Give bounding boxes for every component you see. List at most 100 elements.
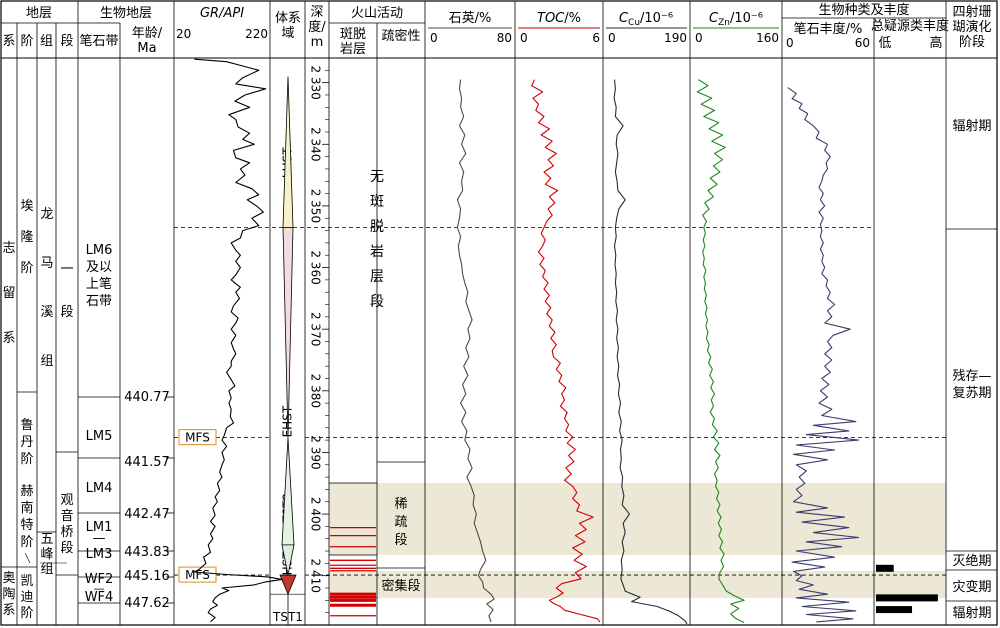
zn-tick-max: 160 xyxy=(756,31,779,45)
zn-curve xyxy=(696,79,745,624)
zn-tick-min: 0 xyxy=(695,31,703,45)
quartz-curve xyxy=(456,79,495,623)
header-line-part: 斑脱 xyxy=(340,27,366,42)
vertical-char: 阶 xyxy=(20,535,33,550)
header-strat-group: 地层 xyxy=(26,6,52,21)
header-line-part: 深 xyxy=(310,5,323,20)
header-line-part: 域 xyxy=(281,26,294,41)
depth-label: 2 340 xyxy=(309,127,323,161)
vertical-char: 鲁 xyxy=(20,418,33,433)
vertical-char: 桥 xyxy=(60,525,73,540)
zone-wf4: WF4 xyxy=(85,590,114,605)
reef-extinction: 灭绝期 xyxy=(952,553,991,569)
header-line-part: 度/ xyxy=(308,19,326,35)
header-tuff: 斑脱岩层 xyxy=(340,27,366,57)
vertical-char: 隆 xyxy=(20,230,33,245)
vertical-char: 疏 xyxy=(394,515,407,530)
age-label: 443.83 xyxy=(124,545,170,560)
header-age: 年龄/Ma xyxy=(132,26,163,56)
toc-tick-max: 6 xyxy=(592,31,600,45)
header-systems-tract: 体系域 xyxy=(275,11,301,41)
depth-label: 2 400 xyxy=(309,497,323,531)
vertical-char: 峰 xyxy=(40,547,53,562)
vertical-char: 斑 xyxy=(370,194,384,210)
reef-radiation-2: 辐射期 xyxy=(952,605,991,621)
zone-lm4: LM4 xyxy=(86,481,113,496)
acritarch-bar xyxy=(876,594,938,602)
tract-tst1: TST1 xyxy=(272,610,303,624)
age-label: 445.16 xyxy=(124,569,170,584)
sparse-label: 稀疏段 xyxy=(394,497,407,548)
depth-label: 2 390 xyxy=(309,435,323,469)
mfs-label: MFS xyxy=(185,568,210,582)
vertical-char: 层 xyxy=(370,269,384,285)
reef-crisis: 灾变期 xyxy=(952,579,991,595)
vertical-char: 丹 xyxy=(20,435,33,450)
stage-rhuddanian: 鲁丹阶 xyxy=(20,418,33,467)
dense-tuff-band xyxy=(329,571,946,598)
zn-subscript: Zn xyxy=(718,18,730,28)
header-tuff-density: 疏密性 xyxy=(381,28,420,44)
acritarch-bar xyxy=(876,606,913,614)
acritarch-bar xyxy=(876,564,894,572)
zn-unit: /10⁻⁶ xyxy=(730,11,763,26)
graptolite-curve xyxy=(787,87,860,623)
header-toc: TOC/% xyxy=(537,11,581,26)
vertical-char: 阶 xyxy=(20,606,33,621)
vertical-char: 特 xyxy=(20,518,33,533)
quartz-tick-max: 80 xyxy=(497,31,512,45)
curves xyxy=(193,58,938,625)
header-line-part: m xyxy=(311,35,324,50)
toc-tick-min: 0 xyxy=(520,31,528,45)
tst1-triangle xyxy=(279,574,297,596)
vertical-char: 一 xyxy=(60,262,73,277)
header-reef: 四射珊瑚演化阶段 xyxy=(952,4,991,50)
zone-lm1: LM1 xyxy=(86,520,113,535)
gr-curve xyxy=(193,58,283,623)
age-label: 442.47 xyxy=(124,507,170,522)
sparse-tuff-band xyxy=(329,483,946,555)
vertical-char: 溪 xyxy=(40,305,53,320)
age-label: 441.57 xyxy=(124,455,170,470)
system-ordovician: 奥陶系 xyxy=(2,571,15,618)
vertical-char: 龙 xyxy=(40,207,53,222)
zone-lm6-line: 及以 xyxy=(86,260,112,275)
zone-dash: — xyxy=(93,531,106,546)
vertical-char: 南 xyxy=(20,500,33,516)
gr-tick-max: 220 xyxy=(245,27,268,41)
mfs-box xyxy=(178,429,217,446)
vertical-char: 段 xyxy=(60,305,73,320)
vertical-char: 脱 xyxy=(370,219,384,235)
member-1: 一段 xyxy=(60,262,73,320)
body-text: 志留系奥陶系埃隆阶鲁丹阶赫南特阶凯迪阶龙马溪组五峰组一段观音桥段LM6及以上笔石… xyxy=(2,65,991,624)
header-zone: 笔石带 xyxy=(79,33,118,49)
vertical-char: 奥 xyxy=(2,571,15,586)
header-line-part: 年龄/ xyxy=(132,26,163,41)
reef-radiation-1: 辐射期 xyxy=(952,118,991,134)
age-label: 440.77 xyxy=(124,390,170,405)
header-quartz: 石英/% xyxy=(449,11,492,26)
ehst-triangle xyxy=(282,227,294,438)
header-bio: 生物种类及丰度 xyxy=(818,2,909,18)
toc-unit: /% xyxy=(564,11,581,26)
cu-tick-min: 0 xyxy=(608,31,616,45)
header-cu: CCu/10⁻⁶ xyxy=(619,11,673,28)
header-bio-group: 生物地层 xyxy=(100,6,152,21)
system-silurian: 志留系 xyxy=(2,241,15,346)
header-member: 段 xyxy=(60,34,73,49)
dense-label: 密集段 xyxy=(381,578,420,594)
header-zn: CZn/10⁻⁶ xyxy=(709,11,763,28)
hst-triangle xyxy=(281,544,295,576)
vertical-char: 阶 xyxy=(20,261,33,276)
header-line-part: 岩层 xyxy=(340,42,366,57)
header-stage: 阶 xyxy=(20,34,33,49)
zone-lm6-line: 石带 xyxy=(86,294,112,309)
vertical-char: 留 xyxy=(2,286,15,301)
grapto-tick-min: 0 xyxy=(786,36,794,50)
vertical-char: 音 xyxy=(60,508,73,524)
